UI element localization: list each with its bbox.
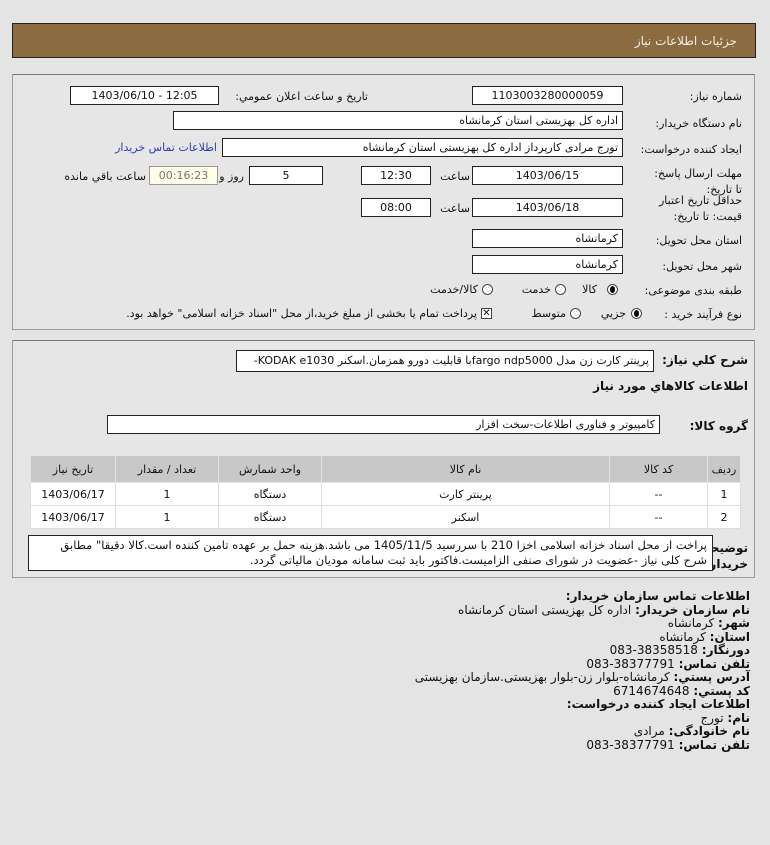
contact-row: شهر: کرمانشاه (667, 616, 750, 630)
deadline-time-field: 12:30 (361, 166, 431, 185)
col-code: کد کالا (609, 455, 708, 483)
deadline-date-field: 1403/06/15 (472, 166, 623, 185)
creator-field: تورج مرادی کارپرداز اداره کل بهزیستی است… (222, 138, 623, 157)
group-label: گروه کالا: (689, 419, 748, 433)
contact-row: دورنگار: 38358518-083 (609, 643, 750, 657)
cell-date: 1403/06/17 (30, 505, 116, 529)
table-row: 2 -- اسکنر دستگاه 1 1403/06/17 (30, 505, 741, 529)
validity-time-field: 08:00 (361, 198, 431, 217)
need-number-field: 1103003280000059 (472, 86, 623, 105)
process-radio-medium[interactable] (570, 308, 581, 319)
contact-title: اطلاعات تماس سازمان خريدار: (565, 589, 750, 603)
cell-qty: 1 (115, 505, 219, 529)
days-field: 5 (249, 166, 323, 185)
category-radio-goods[interactable] (607, 284, 618, 295)
city-label: شهر محل تحويل: (662, 260, 742, 273)
col-name: نام کالا (321, 455, 610, 483)
creator-row: نام: تورج (700, 710, 750, 725)
cell-row: 1 (707, 482, 741, 506)
buyer-contact-info: اطلاعات تماس سازمان خريدار: نام سازمان خ… (414, 589, 750, 752)
goods-section-title: اطلاعات کالاهاي مورد نياز (593, 379, 748, 393)
cell-code: -- (609, 505, 708, 529)
payment-note: پرداخت تمام يا بخشی از مبلغ خريد،از محل … (126, 307, 477, 320)
category-label: طبقه بندی موضوعی: (644, 284, 742, 297)
cell-qty: 1 (115, 482, 219, 506)
remaining-time-field: 00:16:23 (149, 166, 218, 185)
cell-code: -- (609, 482, 708, 506)
cell-unit: دستگاه (218, 482, 322, 506)
announce-label: تاريخ و ساعت اعلان عمومي: (235, 90, 368, 103)
validity-time-label: ساعت (440, 202, 470, 215)
cell-name: اسکنر (321, 505, 610, 529)
process-option-medium: متوسط (531, 307, 566, 320)
creator-info-title: اطلاعات ایجاد کننده درخواست: (566, 697, 750, 711)
deadline-label: مهلت ارسال پاسخ: تا تاريخ: (654, 167, 742, 196)
col-row: رديف (707, 455, 741, 483)
contact-row: استان: کرمانشاه (659, 629, 750, 644)
creator-row: نام خانوادگی: مرادی (633, 724, 750, 738)
process-label: نوع فرآيند خريد : (664, 308, 742, 321)
province-field: کرمانشاه (472, 229, 623, 248)
announce-field: 1403/06/10 - 12:05 (70, 86, 219, 105)
creator-row: تلفن تماس: 38377791-083 (586, 737, 750, 752)
col-unit: واحد شمارش (218, 455, 322, 483)
city-field: کرمانشاه (472, 255, 623, 274)
creator-label: ايجاد کننده درخواست: (640, 143, 742, 156)
table-header-row: رديف کد کالا نام کالا واحد شمارش تعداد /… (30, 455, 741, 483)
goods-table: رديف کد کالا نام کالا واحد شمارش تعداد /… (30, 455, 741, 529)
category-radio-both[interactable] (482, 284, 493, 295)
category-option-service: خدمت (521, 283, 551, 296)
page-title: جزئيات اطلاعات نیاز (634, 34, 737, 48)
province-label: استان محل تحويل: (655, 234, 742, 247)
table-row: 1 -- پرینتر کارت دستگاه 1 1403/06/17 (30, 482, 741, 506)
payment-checkbox[interactable]: ✕ (481, 308, 492, 319)
need-number-label: شماره نیاز: (689, 90, 742, 103)
category-option-goods: کالا (582, 283, 597, 296)
buyer-contact-link[interactable]: اطلاعات تماس خریدار (115, 141, 217, 154)
remaining-label: ساعت باقي مانده (64, 170, 146, 183)
buyer-org-field: اداره کل بهزیستی استان کرمانشاه (173, 111, 623, 130)
description-label: شرح کلي نياز: (662, 353, 748, 367)
contact-row: تلفن تماس: 38377791-083 (586, 656, 750, 671)
cell-unit: دستگاه (218, 505, 322, 529)
cell-date: 1403/06/17 (30, 482, 116, 506)
col-qty: تعداد / مقدار (115, 455, 219, 483)
validity-date-field: 1403/06/18 (472, 198, 623, 217)
page-header: جزئيات اطلاعات نیاز (12, 23, 756, 58)
category-radio-service[interactable] (555, 284, 566, 295)
category-option-both: کالا/خدمت (430, 283, 478, 296)
buyer-org-label: نام دستگاه خريدار: (655, 117, 742, 130)
process-radio-minor[interactable] (631, 308, 642, 319)
cell-row: 2 (707, 505, 741, 529)
notes-field: پراخت از محل اسناد خزانه اسلامی اخزا 210… (28, 535, 713, 571)
contact-row: آدرس پستي: کرمانشاه-بلوار زن-بلوار بهزیس… (414, 670, 750, 684)
cell-name: پرینتر کارت (321, 482, 610, 506)
days-label: روز و (219, 170, 244, 183)
col-date: تاريخ نياز (30, 455, 116, 483)
description-field: پرینتر کارت زن مدل fargo ndp5000با قابلی… (236, 350, 654, 372)
deadline-time-label: ساعت (440, 170, 470, 183)
contact-row: کد پستي: 6714674648 (613, 683, 750, 698)
validity-label: حداقل تاريخ اعتبار قيمت: تا تاريخ: (658, 194, 742, 223)
group-field: کامپیوتر و فناوری اطلاعات-سخت افزار (107, 415, 660, 434)
process-option-minor: جزيي (600, 307, 626, 320)
contact-row: نام سازمان خريدار: اداره کل بهزیستی استا… (458, 602, 750, 617)
